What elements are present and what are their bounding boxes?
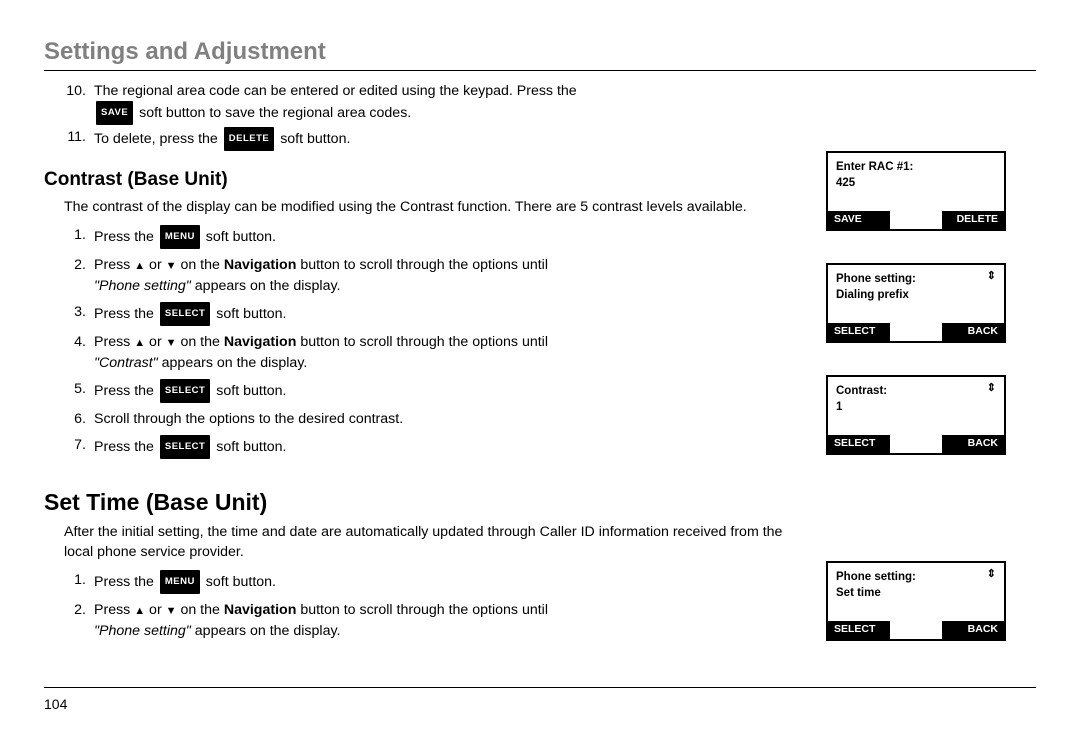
text-fragment: soft button. [280,131,350,147]
step-number: 4. [44,332,94,373]
updown-arrow-icon: ⇕ [987,271,996,282]
text-fragment: The regional area code can be entered or… [94,83,577,99]
lcd-left-button: SELECT [828,323,890,341]
text-fragment: To delete, press the [94,131,222,147]
step-text: Press the MENU soft button. [94,225,806,249]
lcd-line1: Phone setting: [836,271,996,287]
select-softbutton: SELECT [160,435,210,459]
save-softbutton: SAVE [96,101,133,125]
lcd-line1: Phone setting: [836,569,996,585]
step-row: 7.Press the SELECT soft button. [44,435,806,459]
menu-softbutton: MENU [160,570,200,594]
step-number: 5. [44,379,94,403]
lcd-screen: Contrast:1 ⇕ SELECT BACK [826,375,1006,455]
step-text: The regional area code can be entered or… [94,81,806,125]
lcd-line2: 1 [836,399,996,415]
settime-heading: Set Time (Base Unit) [44,489,806,516]
step-number: 2. [44,600,94,641]
step-text: Press the SELECT soft button. [94,302,806,326]
delete-softbutton: DELETE [224,127,274,151]
lcd-screen: Phone setting:Dialing prefix ⇕ SELECT BACK [826,263,1006,343]
step-row: 6.Scroll through the options to the desi… [44,409,806,429]
lcd-right-button: BACK [942,435,1004,453]
step-number: 11. [44,127,94,151]
right-column: Enter RAC #1:425 SAVE DELETE Phone setting:… [826,81,1036,647]
step-number: 1. [44,225,94,249]
step-number: 3. [44,302,94,326]
step-text: To delete, press the DELETE soft button. [94,127,806,151]
step-number: 2. [44,255,94,296]
up-arrow-icon: ▲ [134,337,145,349]
step-row: 11. To delete, press the DELETE soft but… [44,127,806,151]
up-arrow-icon: ▲ [134,260,145,272]
lcd-right-button: BACK [942,621,1004,639]
step-text: Press ▲ or ▼ on the Navigation button to… [94,600,806,641]
updown-arrow-icon: ⇕ [987,569,996,580]
step-text: Press the MENU soft button. [94,570,806,594]
lcd-line1: Enter RAC #1: [836,159,996,175]
down-arrow-icon: ▼ [166,605,177,617]
contrast-paragraph: The contrast of the display can be modif… [64,197,806,217]
step-row: 5.Press the SELECT soft button. [44,379,806,403]
lcd-screen: Phone setting:Set time ⇕ SELECT BACK [826,561,1006,641]
step-text: Press the SELECT soft button. [94,379,806,403]
step-number: 1. [44,570,94,594]
lcd-right-button: DELETE [942,211,1004,229]
step-row: 2.Press ▲ or ▼ on the Navigation button … [44,600,806,641]
step-row: 3.Press the SELECT soft button. [44,302,806,326]
step-text: Press ▲ or ▼ on the Navigation button to… [94,332,806,373]
lcd-screen: Enter RAC #1:425 SAVE DELETE [826,151,1006,231]
updown-arrow-icon: ⇕ [987,383,996,394]
down-arrow-icon: ▼ [166,260,177,272]
step-row: 10. The regional area code can be entere… [44,81,806,125]
lcd-line2: Dialing prefix [836,287,996,303]
contrast-heading: Contrast (Base Unit) [44,169,806,191]
lcd-right-button: BACK [942,323,1004,341]
step-row: 1.Press the MENU soft button. [44,570,806,594]
select-softbutton: SELECT [160,379,210,403]
page-number: 104 [44,696,67,712]
step-text: Press ▲ or ▼ on the Navigation button to… [94,255,806,296]
page-title: Settings and Adjustment [44,38,1036,71]
settime-paragraph: After the initial setting, the time and … [64,522,806,562]
menu-softbutton: MENU [160,225,200,249]
lcd-left-button: SELECT [828,621,890,639]
left-column: 10. The regional area code can be entere… [44,81,826,647]
step-number: 7. [44,435,94,459]
step-number: 10. [44,81,94,125]
up-arrow-icon: ▲ [134,605,145,617]
step-text: Scroll through the options to the desire… [94,409,806,429]
step-row: 2.Press ▲ or ▼ on the Navigation button … [44,255,806,296]
text-fragment: soft button to save the regional area co… [139,105,411,121]
content-area: 10. The regional area code can be entere… [44,81,1036,647]
select-softbutton: SELECT [160,302,210,326]
step-row: 1.Press the MENU soft button. [44,225,806,249]
step-number: 6. [44,409,94,429]
down-arrow-icon: ▼ [166,337,177,349]
lcd-line2: Set time [836,585,996,601]
page-footer: 104 [44,687,1036,712]
step-text: Press the SELECT soft button. [94,435,806,459]
step-row: 4.Press ▲ or ▼ on the Navigation button … [44,332,806,373]
lcd-left-button: SAVE [828,211,890,229]
lcd-line2: 425 [836,175,996,191]
lcd-line1: Contrast: [836,383,996,399]
lcd-left-button: SELECT [828,435,890,453]
